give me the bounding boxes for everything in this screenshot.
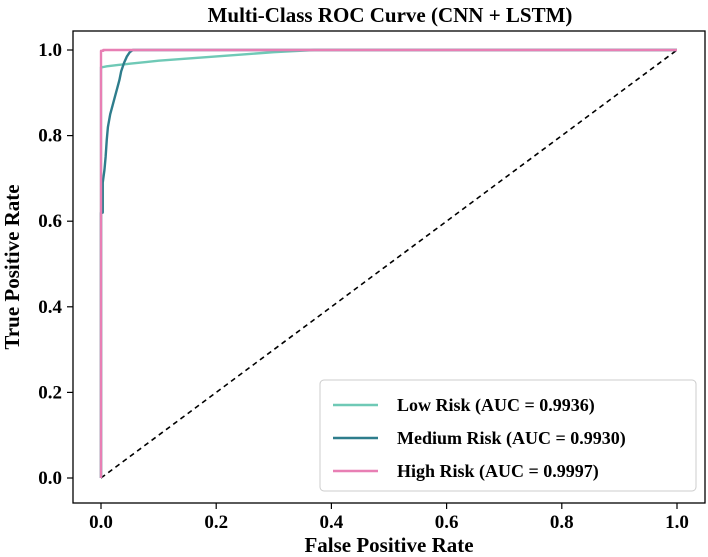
x-axis: 0.0 0.2 0.4 0.6 0.8 1.0 [89,503,689,533]
axes-frame [72,30,706,504]
series-line-high-risk [99,48,677,478]
chance-reference-line [100,49,678,479]
y-axis-label: True Positive Rate [0,184,24,349]
plot-area [99,48,678,479]
chart-title: Multi-Class ROC Curve (CNN + LSTM) [208,3,573,27]
x-tick-label: 1.0 [665,512,689,533]
x-tick-label: 0.6 [435,512,459,533]
x-tick-label: 0.2 [204,512,228,533]
y-tick-label: 0.4 [38,297,62,318]
legend-label-high-risk: High Risk (AUC = 0.9997) [397,461,599,482]
y-tick-label: 0.8 [38,126,62,147]
y-tick-label: 0.2 [38,382,62,403]
legend-label-low-risk: Low Risk (AUC = 0.9936) [397,395,595,416]
legend: Low Risk (AUC = 0.9936) Medium Risk (AUC … [319,379,697,492]
legend-label-medium-risk: Medium Risk (AUC = 0.9930) [397,428,626,449]
x-tick-label: 0.0 [89,512,113,533]
y-tick-label: 1.0 [38,40,62,61]
x-axis-label: False Positive Rate [304,533,473,557]
y-axis: 0.0 0.2 0.4 0.6 0.8 1.0 [38,40,73,489]
y-tick-label: 0.0 [38,468,62,489]
x-tick-label: 0.8 [550,512,574,533]
x-tick-label: 0.4 [320,512,344,533]
legend-box [319,379,697,492]
y-tick-label: 0.6 [38,211,62,232]
